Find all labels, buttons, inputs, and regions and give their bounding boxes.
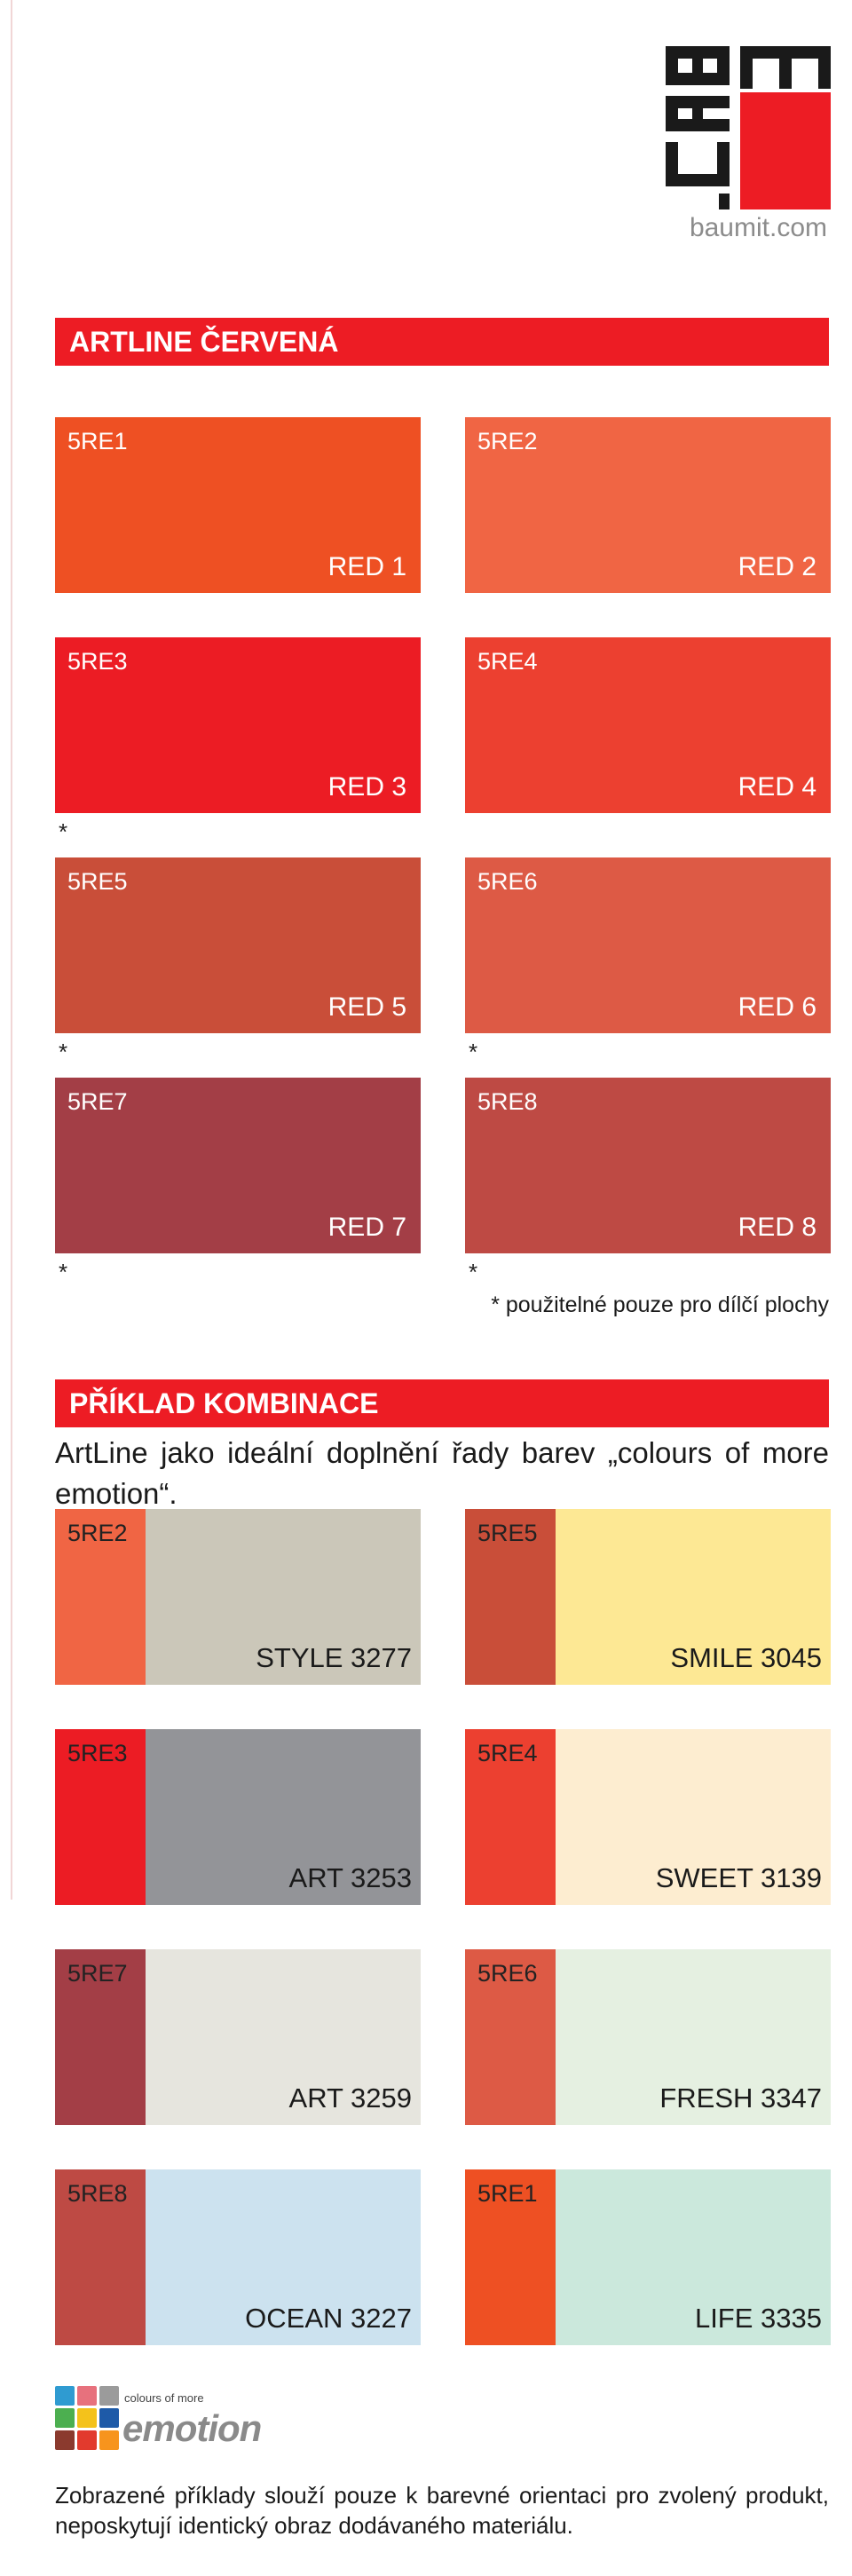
swatch-name: RED 3: [327, 772, 406, 802]
combination-name: STYLE 3277: [256, 1642, 412, 1673]
combination-name: LIFE 3335: [694, 2303, 822, 2334]
swatch-star: *: [59, 818, 68, 845]
emotion-small-text: colours of more: [124, 2391, 204, 2405]
combination-code: 5RE2: [67, 1520, 128, 1546]
swatch-name: RED 7: [327, 1213, 406, 1242]
combination-accent: [465, 1949, 556, 2125]
combination-base: [556, 1729, 831, 1905]
combination-name: ART 3253: [288, 1862, 412, 1893]
swatch-code: 5RE4: [477, 648, 538, 675]
swatch-5re4: 5RE4 RED 4: [465, 637, 831, 813]
swatch-name: RED 6: [738, 992, 816, 1022]
combination-accent: [55, 1949, 146, 2125]
combination-code: 5RE7: [67, 1960, 128, 1987]
combination-sweet-3139: 5RE4 SWEET 3139: [465, 1729, 831, 1905]
footnote: * použitelné pouze pro dílčí plochy: [491, 1292, 829, 1317]
emotion-big-text: emotion: [122, 2407, 262, 2449]
combination-code: 5RE8: [67, 2180, 128, 2207]
combination-accent: [465, 1509, 556, 1685]
swatch-name: RED 4: [738, 772, 816, 802]
combination-base: [146, 1509, 421, 1685]
section-title-kombinace: PŘÍKLAD KOMBINACE: [55, 1379, 829, 1427]
combination-code: 5RE6: [477, 1960, 538, 1987]
combination-art-3259: 5RE7 ART 3259: [55, 1949, 421, 2125]
swatch-code: 5RE3: [67, 648, 128, 675]
combination-smile-3045: 5RE5 SMILE 3045: [465, 1509, 831, 1685]
combination-name: OCEAN 3227: [245, 2303, 412, 2334]
disclaimer-text: Zobrazené příklady slouží pouze k barevn…: [55, 2482, 829, 2539]
combination-name: ART 3259: [288, 2082, 412, 2114]
section-title-artline: ARTLINE ČERVENÁ: [55, 318, 829, 366]
combination-code: 5RE3: [67, 1740, 128, 1766]
combination-fresh-3347: 5RE6 FRESH 3347: [465, 1949, 831, 2125]
swatch-code: 5RE1: [67, 428, 128, 454]
combination-code: 5RE4: [477, 1740, 538, 1766]
swatch-5re8: 5RE8 RED 8: [465, 1078, 831, 1253]
page-margin-line: [11, 0, 12, 1900]
combination-base: [556, 1949, 831, 2125]
combination-accent: [55, 1509, 146, 1685]
swatch-5re6: 5RE6 RED 6: [465, 857, 831, 1033]
combination-name: FRESH 3347: [659, 2082, 822, 2114]
baumit-logo: [666, 46, 831, 209]
swatch-star: *: [469, 1259, 478, 1285]
baumit-url: baumit.com: [689, 213, 827, 242]
combination-code: 5RE5: [477, 1520, 538, 1546]
swatch-code: 5RE7: [67, 1088, 128, 1115]
combination-code: 5RE1: [477, 2180, 538, 2207]
swatch-code: 5RE2: [477, 428, 538, 454]
swatch-name: RED 2: [738, 552, 816, 581]
combination-style-3277: 5RE2 STYLE 3277: [55, 1509, 421, 1685]
swatch-star: *: [59, 1039, 68, 1065]
swatch-code: 5RE8: [477, 1088, 538, 1115]
swatch-star: *: [59, 1259, 68, 1285]
combination-name: SMILE 3045: [670, 1642, 822, 1673]
combination-base: [556, 2169, 831, 2345]
swatch-5re5: 5RE5 RED 5: [55, 857, 421, 1033]
combination-ocean-3227: 5RE8 OCEAN 3227: [55, 2169, 421, 2345]
swatch-name: RED 5: [327, 992, 406, 1022]
combination-accent: [465, 2169, 556, 2345]
combination-art-3253: 5RE3 ART 3253: [55, 1729, 421, 1905]
combination-base: [556, 1509, 831, 1685]
swatch-name: RED 8: [738, 1213, 816, 1242]
combination-accent: [55, 2169, 146, 2345]
swatch-code: 5RE6: [477, 868, 538, 895]
combination-base: [146, 1949, 421, 2125]
combination-base: [146, 2169, 421, 2345]
combination-accent: [465, 1729, 556, 1905]
combination-accent: [55, 1729, 146, 1905]
combination-name: SWEET 3139: [655, 1862, 822, 1893]
combination-base: [146, 1729, 421, 1905]
swatch-name: RED 1: [327, 552, 406, 581]
swatch-code: 5RE5: [67, 868, 128, 895]
swatch-star: *: [469, 1039, 478, 1065]
swatch-5re2: 5RE2 RED 2: [465, 417, 831, 593]
combination-life-3335: 5RE1 LIFE 3335: [465, 2169, 831, 2345]
swatch-5re7: 5RE7 RED 7: [55, 1078, 421, 1253]
emotion-logo: colours of more emotion: [55, 2381, 268, 2455]
swatch-5re3: 5RE3 RED 3: [55, 637, 421, 813]
emotion-color-grid: [55, 2386, 119, 2450]
intro-text: ArtLine jako ideální doplnění řady barev…: [55, 1436, 829, 1510]
swatch-5re1: 5RE1 RED 1: [55, 417, 421, 593]
